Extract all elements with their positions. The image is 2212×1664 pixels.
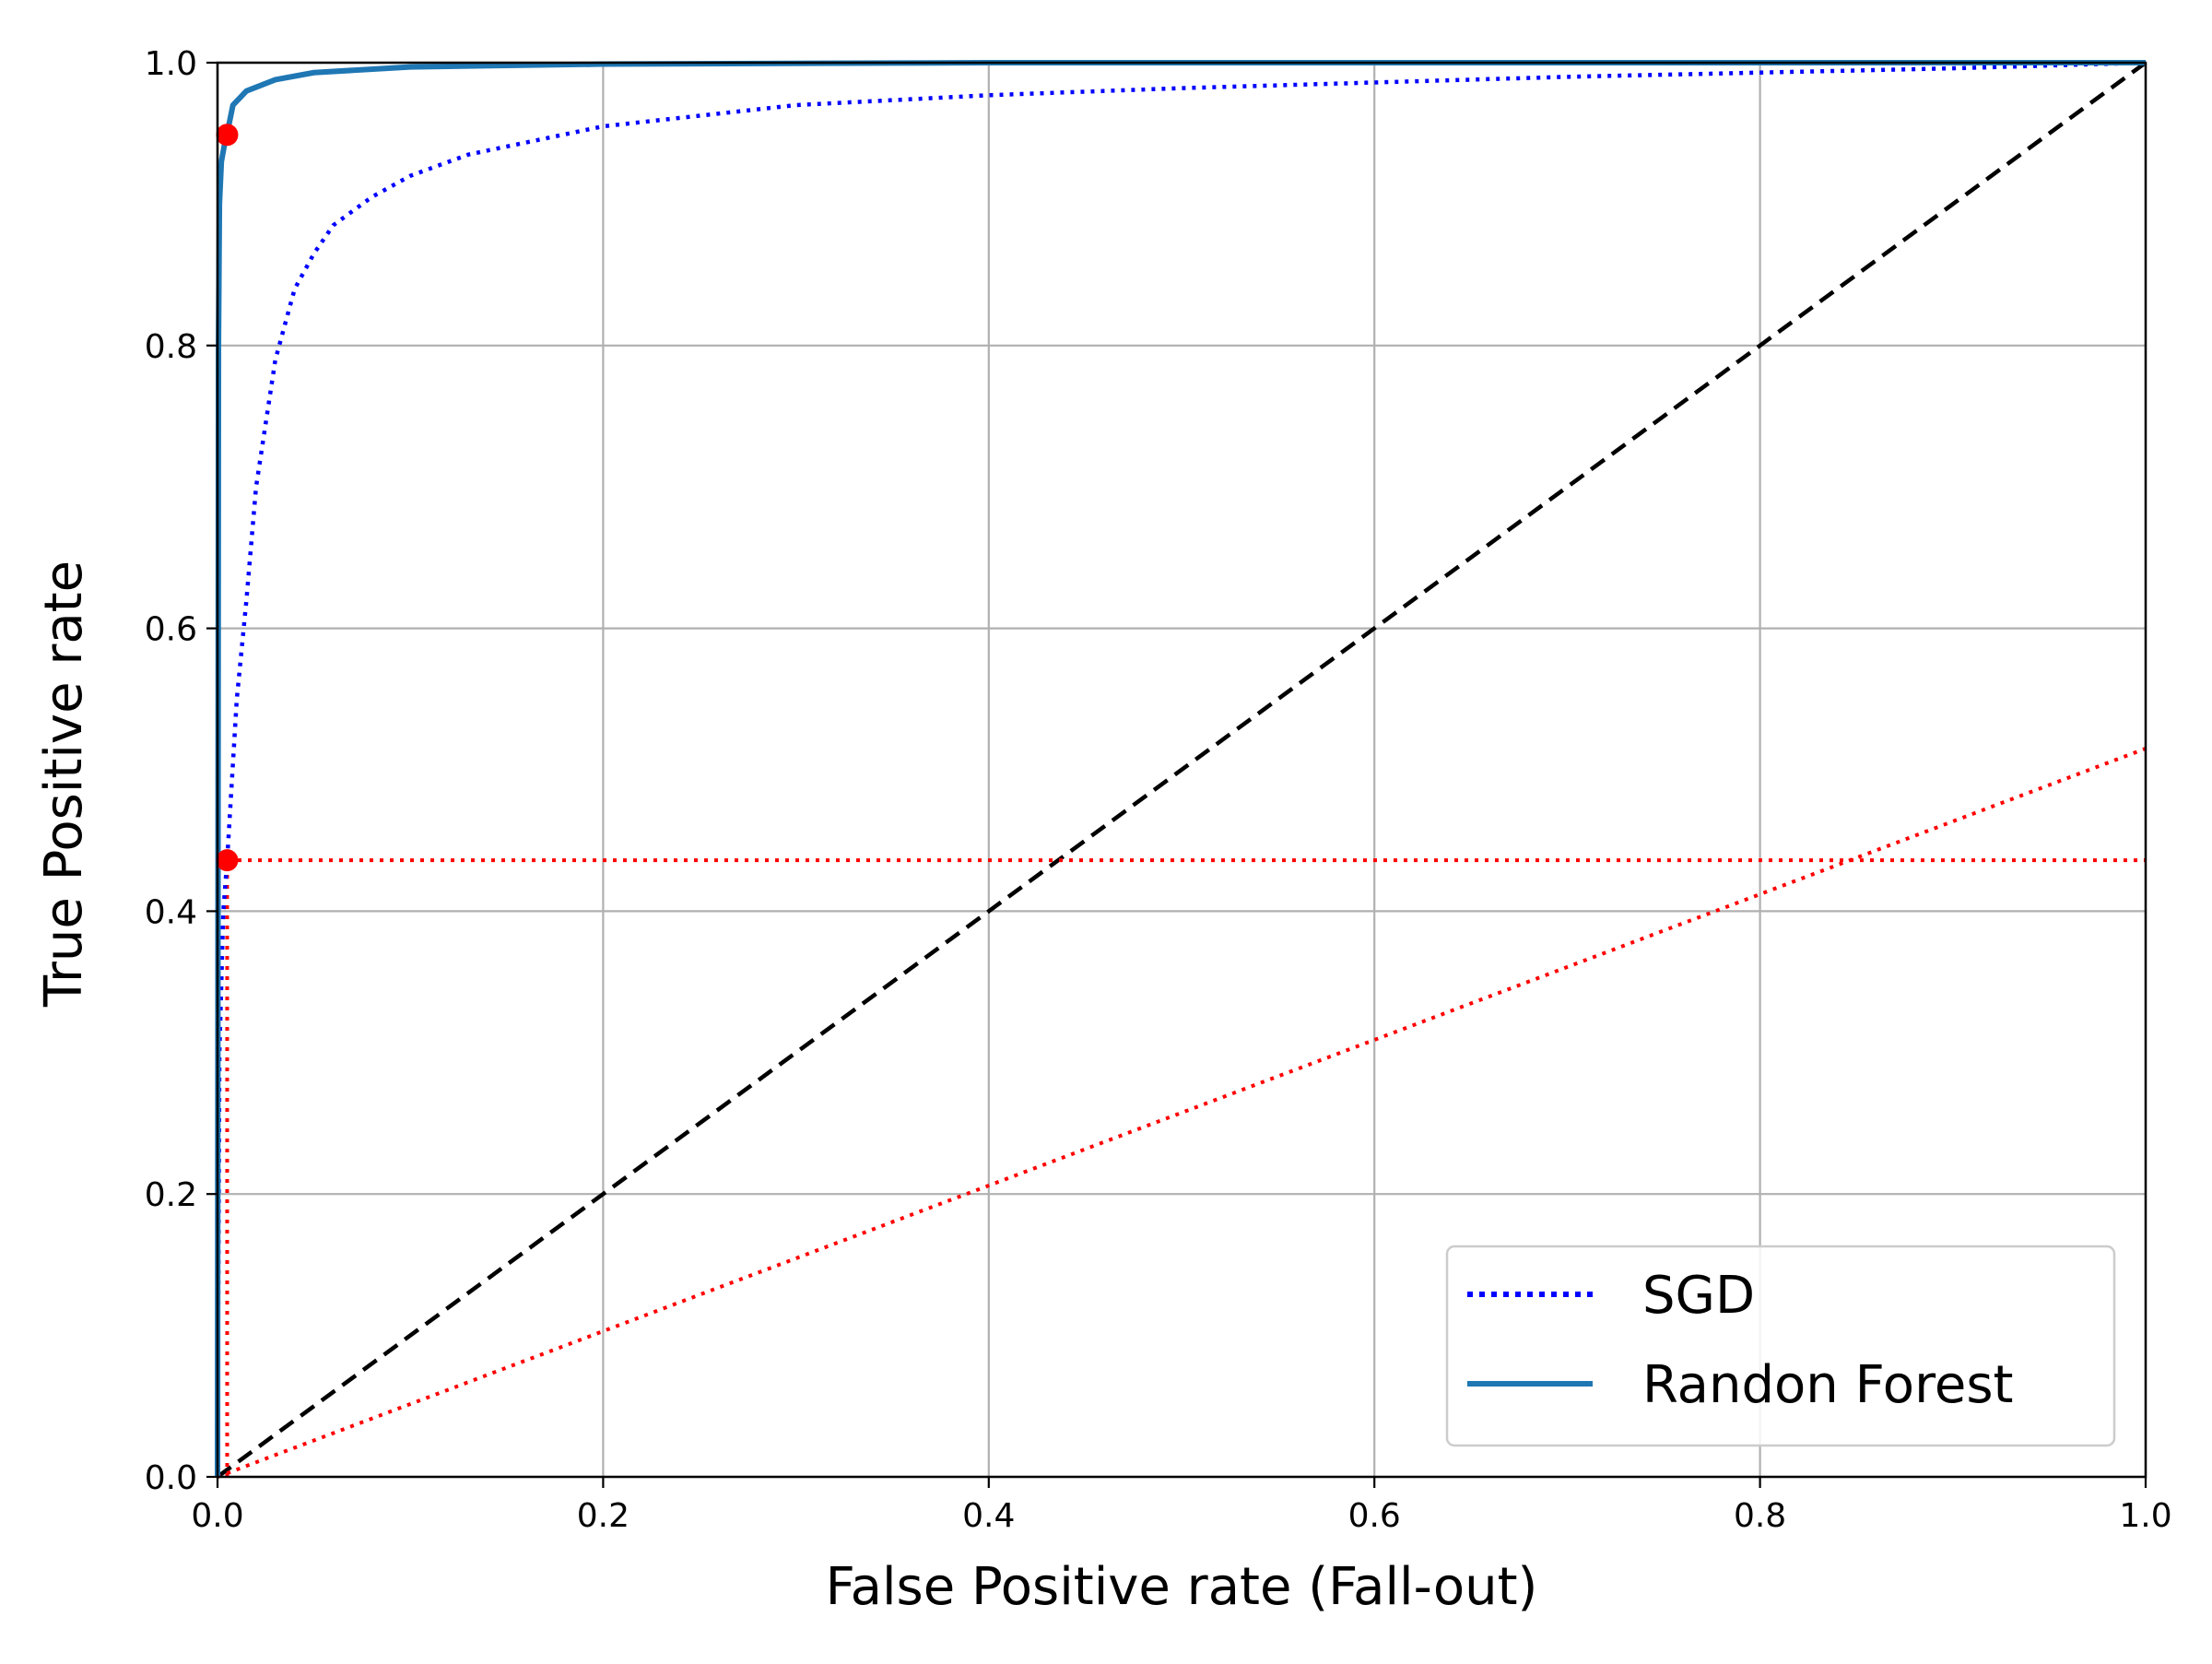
y-tick-label: 0.4 [145,893,197,931]
legend-box [1445,1245,2116,1447]
reference-lines [216,61,2147,1479]
series-line-sgd [215,60,2147,1478]
ticks: 0.0 0.2 0.4 0.6 0.8 1.0 0.0 0.2 0.4 0.6 0.8 1.0 [145,45,2172,1535]
y-tick-label: 0.6 [145,611,197,649]
legend-label-sgd: SGD [1642,1266,1755,1326]
x-tick-label: 0.8 [1734,1497,1786,1535]
y-axis-title: True Positive rate [34,561,94,1008]
series-line-randon-forest [215,60,2146,1478]
y-tick-label: 0.0 [145,1459,197,1497]
y-tick-label: 0.2 [145,1176,197,1214]
legend-label-random-forest: Randon Forest [1642,1355,2013,1415]
series [215,60,2147,1478]
threshold-marker [216,124,239,147]
threshold-marker [216,849,239,872]
grid [216,61,2147,1479]
x-axis-title: False Positive rate (Fall-out) [826,1557,1538,1617]
legend: SGD Randon Forest [1445,1245,2116,1447]
x-tick-label: 0.4 [962,1497,1015,1535]
x-tick-label: 0.0 [191,1497,243,1535]
x-tick-label: 1.0 [2119,1497,2171,1535]
x-tick-label: 0.2 [577,1497,629,1535]
x-tick-label: 0.6 [1348,1497,1401,1535]
reference-line-diagonal [216,61,2147,1479]
markers [216,124,239,872]
y-tick-label: 1.0 [145,45,197,83]
axes-frame [216,61,2147,1479]
y-tick-label: 0.8 [145,328,197,366]
